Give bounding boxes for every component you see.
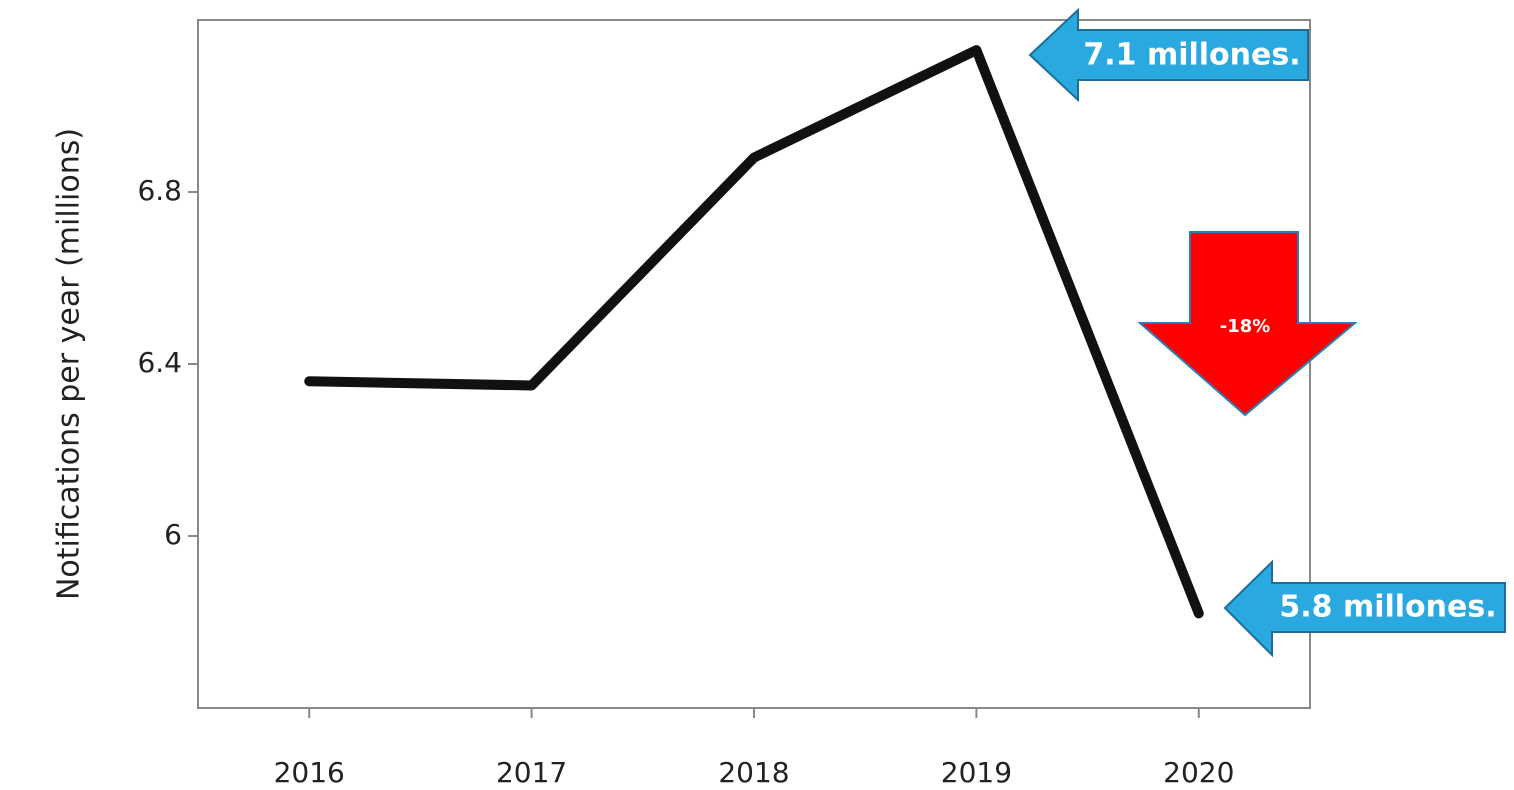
y-tick-label: 6 [164,518,182,551]
annotation: 7.1 millones. [1083,38,1300,73]
annotation: -18% [1220,316,1271,337]
plot-frame [197,19,1311,709]
x-tick-label: 2018 [718,756,789,789]
x-tick-label: 2016 [274,756,345,789]
y-tick-label: 6.4 [137,346,182,379]
y-tick-label: 6.8 [137,174,182,207]
callout-arrow [1028,7,1309,103]
x-tick-label: 2017 [496,756,567,789]
x-tick-label: 2019 [941,756,1012,789]
down-arrow [1137,231,1358,417]
line-series [304,45,1204,619]
callout-arrow [1223,559,1506,658]
x-tick-label: 2020 [1163,756,1234,789]
y-axis-label: Notifications per year (millions) [52,128,87,600]
annotation: 5.8 millones. [1279,590,1496,625]
